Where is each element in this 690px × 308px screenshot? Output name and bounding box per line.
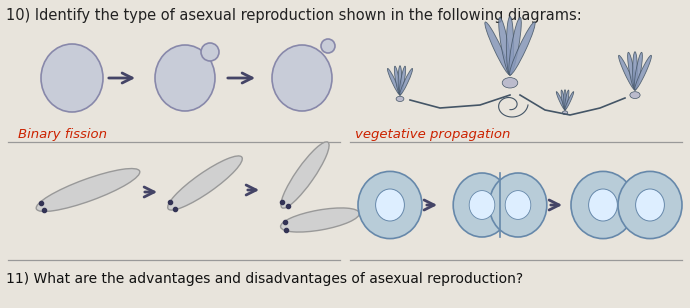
Ellipse shape bbox=[396, 96, 404, 102]
Ellipse shape bbox=[628, 52, 635, 90]
Ellipse shape bbox=[395, 66, 401, 95]
Ellipse shape bbox=[499, 17, 511, 75]
Ellipse shape bbox=[155, 45, 215, 111]
Ellipse shape bbox=[36, 168, 140, 212]
Ellipse shape bbox=[556, 92, 565, 110]
Ellipse shape bbox=[400, 68, 413, 95]
Ellipse shape bbox=[469, 191, 495, 219]
Ellipse shape bbox=[489, 173, 546, 237]
Ellipse shape bbox=[400, 66, 406, 95]
Text: 10) Identify the type of asexual reproduction shown in the following diagrams:: 10) Identify the type of asexual reprodu… bbox=[6, 8, 582, 23]
Ellipse shape bbox=[387, 68, 400, 95]
Ellipse shape bbox=[565, 92, 573, 110]
Ellipse shape bbox=[564, 90, 569, 110]
Text: Binary fission: Binary fission bbox=[18, 128, 107, 141]
Text: vegetative propagation: vegetative propagation bbox=[355, 128, 511, 141]
Ellipse shape bbox=[272, 45, 332, 111]
Ellipse shape bbox=[505, 191, 531, 219]
Ellipse shape bbox=[321, 39, 335, 53]
Ellipse shape bbox=[635, 189, 664, 221]
Ellipse shape bbox=[564, 90, 566, 110]
Ellipse shape bbox=[281, 208, 359, 232]
Ellipse shape bbox=[634, 52, 642, 90]
Ellipse shape bbox=[358, 171, 422, 239]
Ellipse shape bbox=[561, 90, 565, 110]
Ellipse shape bbox=[618, 55, 635, 90]
Ellipse shape bbox=[375, 189, 404, 221]
Ellipse shape bbox=[571, 171, 635, 239]
Ellipse shape bbox=[562, 111, 568, 115]
Ellipse shape bbox=[618, 171, 682, 239]
Ellipse shape bbox=[510, 22, 535, 75]
Ellipse shape bbox=[453, 173, 511, 237]
Ellipse shape bbox=[281, 142, 329, 208]
Ellipse shape bbox=[630, 92, 640, 99]
Ellipse shape bbox=[168, 156, 242, 210]
Ellipse shape bbox=[509, 17, 522, 75]
Ellipse shape bbox=[398, 66, 402, 95]
Ellipse shape bbox=[635, 55, 651, 90]
Ellipse shape bbox=[201, 43, 219, 61]
Text: 11) What are the advantages and disadvantages of asexual reproduction?: 11) What are the advantages and disadvan… bbox=[6, 272, 523, 286]
Ellipse shape bbox=[41, 44, 103, 112]
Ellipse shape bbox=[589, 189, 618, 221]
Ellipse shape bbox=[502, 78, 518, 88]
Ellipse shape bbox=[506, 17, 513, 75]
Ellipse shape bbox=[485, 22, 511, 75]
Ellipse shape bbox=[633, 52, 638, 90]
